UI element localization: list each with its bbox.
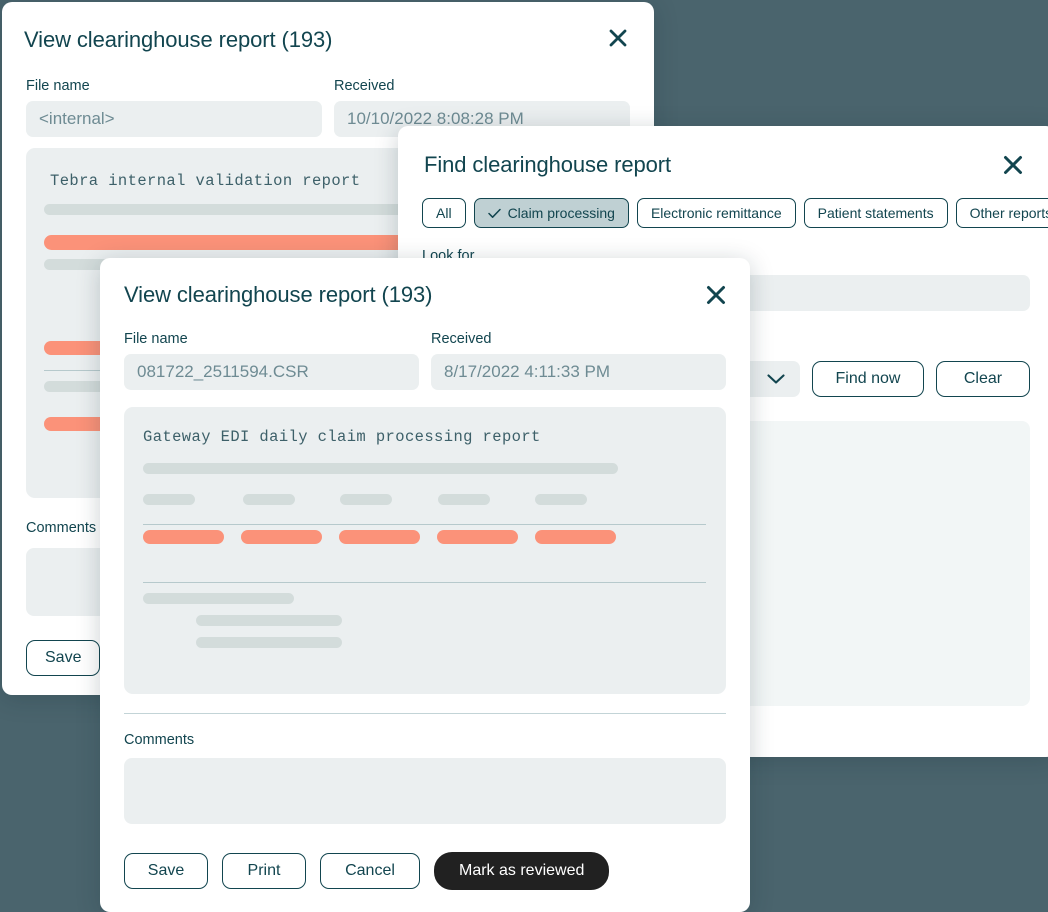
chip-label: Other reports xyxy=(969,205,1048,221)
clear-button[interactable]: Clear xyxy=(936,361,1030,397)
skeleton-cell-highlight xyxy=(535,530,616,544)
chip-label: Electronic remittance xyxy=(650,205,782,221)
skeleton-bar xyxy=(143,463,618,474)
chip-electronic-remittance[interactable]: Electronic remittance xyxy=(636,198,796,228)
chip-label: Patient statements xyxy=(817,205,934,221)
chip-patient-statements[interactable]: Patient statements xyxy=(803,198,948,228)
find-now-button[interactable]: Find now xyxy=(812,361,924,397)
chip-all[interactable]: All xyxy=(422,198,466,228)
report-heading: Gateway EDI daily claim processing repor… xyxy=(143,428,541,446)
save-button[interactable]: Save xyxy=(124,853,208,889)
report-heading: Tebra internal validation report xyxy=(50,172,361,190)
mark-as-reviewed-button[interactable]: Mark as reviewed xyxy=(434,852,610,890)
view-clearinghouse-report-dialog-front: View clearinghouse report (193) File nam… xyxy=(100,258,750,912)
report-preview-pane[interactable]: Gateway EDI daily claim processing repor… xyxy=(124,407,726,694)
skeleton-bar xyxy=(196,637,342,648)
front-dialog-title: View clearinghouse report (193) xyxy=(124,282,433,307)
skeleton-cell xyxy=(340,494,392,505)
chip-claim-processing[interactable]: Claim processing xyxy=(473,198,629,228)
comments-textarea[interactable] xyxy=(124,758,726,824)
check-icon xyxy=(487,208,501,219)
skeleton-bar xyxy=(196,615,342,626)
skeleton-cell-highlight xyxy=(143,530,224,544)
chevron-down-icon xyxy=(766,373,786,385)
skeleton-cell xyxy=(535,494,587,505)
content-divider xyxy=(124,713,726,714)
skeleton-cell-highlight xyxy=(241,530,322,544)
file-name-label: File name xyxy=(26,78,90,94)
cancel-button[interactable]: Cancel xyxy=(320,853,420,889)
file-name-input[interactable]: 081722_2511594.CSR xyxy=(124,354,419,390)
chip-label: All xyxy=(436,205,452,221)
skeleton-cell xyxy=(438,494,490,505)
skeleton-bar xyxy=(143,593,294,604)
page-title: View clearinghouse report (193) xyxy=(24,27,333,52)
front-dialog-button-row: Save Print Cancel Mark as reviewed xyxy=(124,852,610,890)
report-category-filter-chips: All Claim processing Electronic remittan… xyxy=(422,198,1048,228)
comments-label: Comments xyxy=(26,520,97,536)
skeleton-bar xyxy=(44,204,604,215)
skeleton-cell-highlight xyxy=(437,530,518,544)
file-name-field-group: File name <internal> xyxy=(26,78,322,137)
received-label: Received xyxy=(334,78,395,94)
close-icon[interactable] xyxy=(1000,152,1026,178)
file-name-label: File name xyxy=(124,331,188,347)
skeleton-cell xyxy=(243,494,295,505)
report-divider xyxy=(143,524,706,525)
received-input[interactable]: 8/17/2022 4:11:33 PM xyxy=(431,354,726,390)
close-icon[interactable] xyxy=(605,25,631,51)
print-button[interactable]: Print xyxy=(222,853,306,889)
comments-label: Comments xyxy=(124,732,195,748)
file-name-input[interactable]: <internal> xyxy=(26,101,322,137)
back-dialog-button-row: Save xyxy=(26,640,101,676)
save-button[interactable]: Save xyxy=(26,640,101,676)
received-field-group: Received 8/17/2022 4:11:33 PM xyxy=(431,331,726,390)
report-divider xyxy=(143,582,706,583)
skeleton-cell xyxy=(143,494,195,505)
received-label: Received xyxy=(431,331,492,347)
skeleton-cell-highlight xyxy=(339,530,420,544)
close-icon[interactable] xyxy=(703,282,729,308)
chip-other-reports[interactable]: Other reports xyxy=(955,198,1048,228)
chip-label: Claim processing xyxy=(507,205,615,221)
find-dialog-title: Find clearinghouse report xyxy=(424,152,671,177)
file-name-field-group: File name 081722_2511594.CSR xyxy=(124,331,419,390)
